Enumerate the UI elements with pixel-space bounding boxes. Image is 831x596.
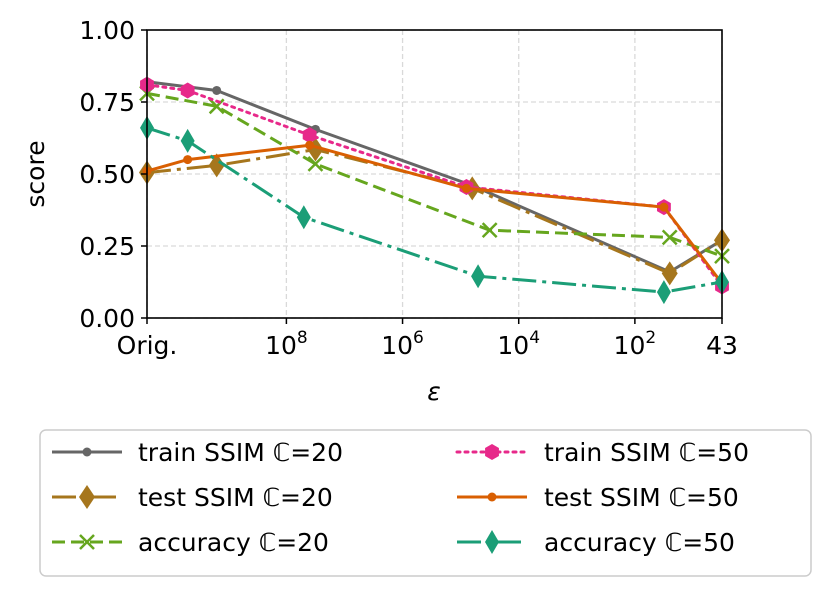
series-3 [140, 76, 729, 295]
legend-swatch-marker [485, 530, 499, 554]
series-2 [139, 85, 730, 264]
data-point [183, 155, 193, 165]
data-point [659, 202, 669, 212]
legend-item-1: test SSIM ℂ=20 [52, 483, 333, 512]
data-point [296, 205, 311, 230]
legend-label: test SSIM ℂ=20 [138, 483, 333, 512]
series-line [146, 91, 723, 258]
data-point [656, 280, 671, 305]
legend-label: train SSIM ℂ=20 [138, 438, 343, 467]
legend-frame [39, 429, 812, 577]
data-point [481, 222, 498, 239]
data-point [305, 140, 315, 150]
series-line [146, 143, 724, 285]
data-point [302, 127, 317, 144]
legend-label: test SSIM ℂ=50 [544, 483, 739, 512]
series-line [146, 148, 723, 275]
y-tick-label: 0.00 [79, 304, 135, 333]
data-point [471, 264, 486, 289]
data-point [208, 98, 225, 115]
legend-item-0: train SSIM ℂ=20 [52, 438, 343, 467]
x-tick-label: Orig. [117, 331, 178, 360]
series-line [146, 126, 723, 294]
legend-item-3: train SSIM ℂ=50 [455, 438, 749, 467]
data-point [661, 229, 678, 246]
data-point [461, 183, 471, 193]
data-point [180, 82, 195, 99]
data-point [208, 153, 225, 178]
series-line [146, 80, 723, 274]
x-tick-label: 102 [614, 328, 657, 360]
x-ticks: Orig. 108 106 104 102 43 [117, 318, 738, 360]
legend: train SSIM ℂ=20 test SSIM ℂ=20 accuracy ℂ=… [39, 429, 812, 577]
y-ticks: 0.00 0.25 0.50 0.75 1.00 [79, 16, 147, 333]
legend-swatch-marker [485, 444, 499, 460]
legend-item-4: test SSIM ℂ=50 [457, 483, 739, 512]
x-tick-label: 43 [706, 331, 738, 360]
x-axis-label: ε [427, 377, 441, 406]
legend-swatch-marker [82, 447, 92, 457]
data-point [661, 261, 678, 286]
y-tick-label: 0.50 [79, 160, 135, 189]
x-tick-label: 108 [265, 328, 308, 360]
x-tick-label: 104 [497, 328, 540, 360]
legend-item-2: accuracy ℂ=20 [52, 528, 329, 557]
y-tick-label: 1.00 [79, 16, 135, 45]
grid [146, 29, 723, 319]
series-1 [139, 137, 730, 286]
y-axis-label: score [21, 140, 50, 207]
legend-label: accuracy ℂ=20 [138, 528, 329, 557]
data-point [307, 156, 324, 172]
y-tick-label: 0.75 [79, 88, 135, 117]
data-point [212, 85, 222, 95]
legend-label: accuracy ℂ=50 [544, 528, 735, 557]
series-5 [140, 115, 729, 305]
legend-label: train SSIM ℂ=50 [544, 438, 749, 467]
legend-swatch-marker [487, 492, 497, 502]
y-tick-label: 0.25 [79, 232, 135, 261]
legend-item-5: accuracy ℂ=50 [457, 528, 735, 557]
legend-swatch-marker [79, 485, 95, 509]
x-tick-label: 106 [381, 328, 424, 360]
series-layer [139, 76, 730, 305]
legend-swatch-marker [79, 534, 95, 550]
data-point [180, 128, 195, 153]
